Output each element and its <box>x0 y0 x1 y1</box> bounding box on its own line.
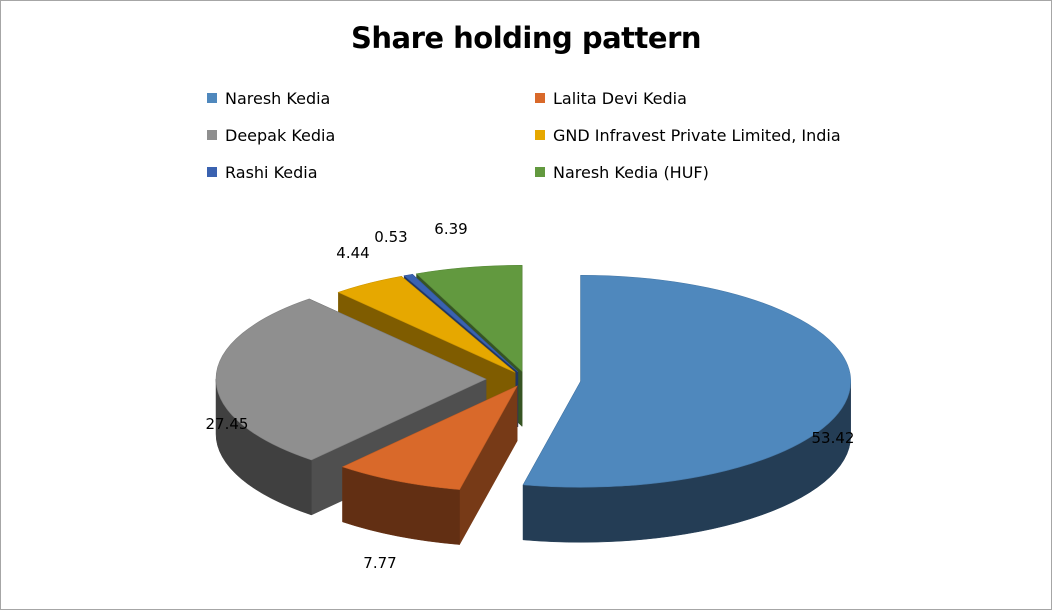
legend-label: Naresh Kedia (HUF) <box>553 162 709 182</box>
legend-label: Deepak Kedia <box>225 125 336 145</box>
legend-label: Naresh Kedia <box>225 88 331 108</box>
data-label: 27.45 <box>206 415 249 433</box>
legend-swatch <box>207 93 217 103</box>
pie-slice-gnd-infravest-private-limited-india <box>337 275 516 373</box>
data-label: 4.44 <box>336 244 369 262</box>
legend-label: Lalita Devi Kedia <box>553 88 687 108</box>
pie-slice-naresh-kedia-huf <box>415 265 523 372</box>
chart-title: Share holding pattern <box>350 21 702 55</box>
legend-item-deepak-kedia: Deepak Kedia <box>207 124 335 146</box>
pie-slice-lalita-devi-kedia <box>341 385 518 490</box>
pie-slice-naresh-kedia <box>522 275 851 488</box>
pie-slice-deepak-kedia <box>215 298 487 461</box>
legend-item-gnd-infravest: GND Infravest Private Limited, India <box>535 124 841 146</box>
data-label: 53.42 <box>812 429 855 447</box>
legend-item-naresh-kedia: Naresh Kedia <box>207 87 330 109</box>
legend-swatch <box>207 130 217 140</box>
legend-swatch <box>535 167 545 177</box>
legend-item-naresh-kedia-huf: Naresh Kedia (HUF) <box>535 161 709 183</box>
legend-swatch <box>207 167 217 177</box>
legend-swatch <box>535 130 545 140</box>
legend-swatch <box>535 93 545 103</box>
data-label: 0.53 <box>374 228 407 246</box>
data-label: 7.77 <box>363 554 396 572</box>
legend-item-lalita-devi-kedia: Lalita Devi Kedia <box>535 87 687 109</box>
data-label: 6.39 <box>434 220 467 238</box>
pie-slice-rashi-kedia <box>403 273 519 373</box>
legend-label: Rashi Kedia <box>225 162 318 182</box>
legend-item-rashi-kedia: Rashi Kedia <box>207 161 318 183</box>
legend-label: GND Infravest Private Limited, India <box>553 125 841 145</box>
